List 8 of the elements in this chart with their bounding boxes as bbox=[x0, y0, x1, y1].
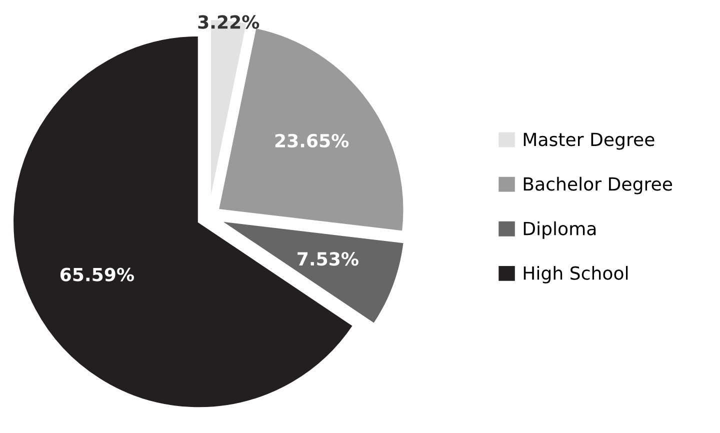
data-label: 3.22% bbox=[198, 15, 260, 29]
data-label: 65.59% bbox=[60, 268, 134, 282]
legend-label: Master Degree bbox=[524, 132, 654, 150]
legend-label: Bachelor Degree bbox=[524, 176, 672, 194]
legend-label: Diploma bbox=[524, 221, 596, 239]
data-label: 7.53% bbox=[298, 252, 358, 266]
legend-label: High School bbox=[524, 266, 628, 284]
data-label: 23.65% bbox=[275, 134, 349, 148]
